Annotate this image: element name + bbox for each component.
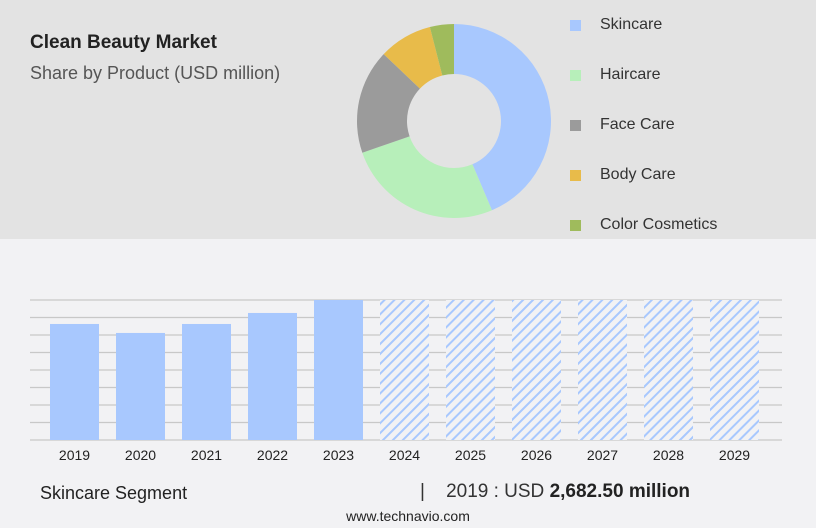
donut-slice-skincare [454,24,551,211]
x-tick-label: 2021 [191,447,222,463]
legend-label: Haircare [600,66,661,83]
chart-title: Clean Beauty Market [30,32,217,53]
bar-2020 [116,332,165,440]
legend-item: Color Cosmetics [570,200,717,250]
bar-2022 [248,312,297,440]
chart-subtitle: Share by Product (USD million) [30,63,281,83]
legend-label: Color Cosmetics [600,216,718,233]
segment-value: | 2019 : USD 2,682.50 million [420,481,690,503]
legend-item: Skincare [570,0,717,50]
bar-2023 [314,300,363,440]
legend-item: Face Care [570,100,717,150]
x-tick-label: 2026 [521,447,552,463]
x-tick-label: 2025 [455,447,486,463]
legend-item: Haircare [570,50,717,100]
legend-swatch [570,119,581,131]
x-tick-label: 2019 [59,447,90,463]
x-tick-label: 2024 [389,447,420,463]
bar-chart: 2019 2020 2021 2022 2023 2024 2025 2026 2027 2028… [30,299,782,463]
x-tick-label: 2029 [719,447,750,463]
bar-2028 [644,300,693,440]
x-tick-label: 2020 [125,447,156,463]
legend-item: Body Care [570,150,717,200]
segment-label: Skincare Segment [40,483,188,503]
bar-2025 [446,300,495,440]
value-text: 2,682.50 million [549,481,691,502]
legend-swatch [570,169,581,181]
donut-slice-body-care [383,27,443,89]
donut-slice-haircare [362,136,492,218]
separator: | [420,481,425,502]
x-tick-label: 2022 [257,447,288,463]
donut-chart [357,24,551,218]
year-label: 2019 : USD [446,481,545,502]
bar-2027 [578,300,627,440]
legend: Skincare Haircare Face Care Body Care Color … [570,0,717,250]
donut-slice-face-care [357,54,420,153]
legend-label: Skincare [600,16,663,33]
legend-swatch [570,219,581,231]
bar-2021 [182,323,231,440]
donut-slice-color-cosmetics [429,24,454,76]
bar-2024 [380,300,429,440]
bar-2019 [50,323,99,440]
bar-2029 [710,300,759,440]
legend-swatch [570,19,581,31]
legend-label: Face Care [600,116,675,133]
bar-2026 [512,300,561,440]
x-tick-label: 2027 [587,447,618,463]
x-tick-label: 2023 [323,447,354,463]
site-url: www.technavio.com [346,508,470,524]
x-tick-label: 2028 [653,447,684,463]
legend-label: Body Care [600,166,676,183]
legend-swatch [570,69,581,81]
